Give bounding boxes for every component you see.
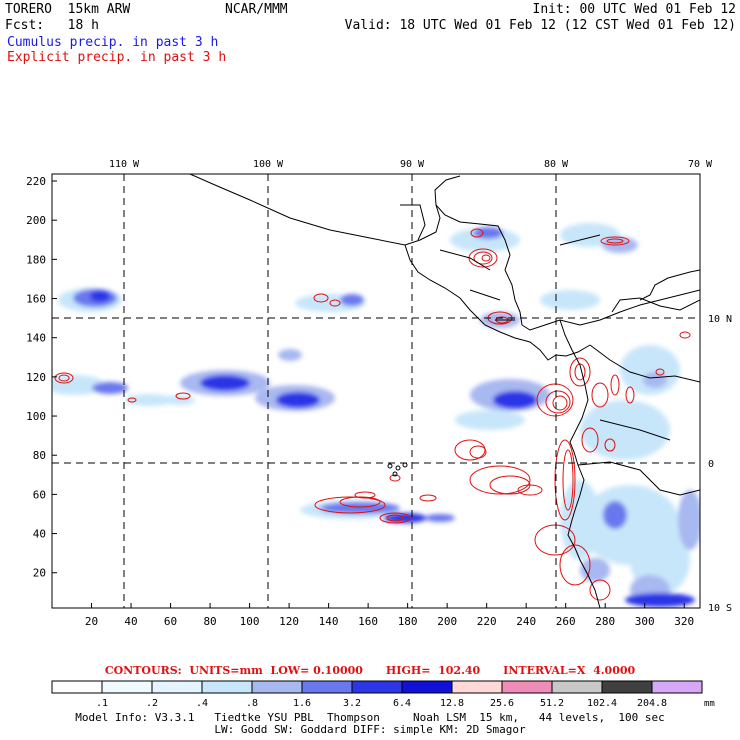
colorbar-swatch — [101, 680, 153, 694]
y-grid-label: 160 — [26, 293, 46, 306]
colorbar-label: 12.8 — [440, 698, 464, 709]
y-grid-label: 180 — [26, 253, 46, 266]
lat-label-0: 0 — [708, 459, 714, 470]
model-info-line1: Model Info: V3.3.1 Tiedtke YSU PBL Thomp… — [75, 711, 665, 724]
map-frame — [51, 173, 701, 609]
x-grid-label: 60 — [164, 615, 177, 628]
colorbar-swatch — [551, 680, 603, 694]
colorbar-label: .1 — [96, 698, 108, 709]
x-grid-label: 200 — [437, 615, 457, 628]
x-grid-label: 140 — [319, 615, 339, 628]
colorbar-label: 3.2 — [343, 698, 361, 709]
y-grid-label: 140 — [26, 332, 46, 345]
colorbar-label: 102.4 — [587, 698, 617, 709]
valid-time: Valid: 18 UTC Wed 01 Feb 12 (12 CST Wed … — [344, 18, 736, 33]
lat-lon-grid — [52, 174, 700, 608]
lon-label-100w: 100 W — [253, 159, 284, 170]
colorbar-swatch — [451, 680, 503, 694]
lat-label-10s: 10 S — [708, 603, 732, 614]
y-grid-label: 20 — [33, 567, 46, 580]
lon-label-70w: 70 W — [688, 159, 713, 170]
colorbar-label: 204.8 — [637, 698, 667, 709]
explicit-field-label: Explicit precip. in past 3 h — [7, 50, 227, 65]
colorbar-swatch — [651, 680, 703, 694]
model-title: TORERO 15km ARW — [5, 2, 131, 17]
y-grid-label: 40 — [33, 528, 46, 541]
y-grid-label: 220 — [26, 175, 46, 188]
cumulus-precip-shading — [52, 223, 700, 607]
colorbar-label: 6.4 — [393, 698, 411, 709]
x-grid-label: 220 — [477, 615, 497, 628]
lon-label-90w: 90 W — [400, 159, 425, 170]
x-grid-label: 320 — [674, 615, 694, 628]
colorbar-unit: mm — [704, 699, 715, 709]
contour-info: CONTOURS: UNITS=mm LOW= 0.10000 HIGH= 10… — [104, 664, 636, 677]
colorbar-swatch — [301, 680, 353, 694]
colorbar-swatch — [251, 680, 303, 694]
colorbar-swatch — [401, 680, 453, 694]
x-grid-label: 100 — [240, 615, 260, 628]
init-time: Init: 00 UTC Wed 01 Feb 12 — [532, 2, 737, 17]
colorbar-label: 51.2 — [540, 698, 564, 709]
colorbar-swatch — [51, 680, 103, 694]
colorbar — [51, 680, 703, 694]
forecast-hour: Fcst: 18 h — [5, 18, 99, 33]
x-grid-label: 180 — [398, 615, 418, 628]
y-grid-label: 80 — [33, 449, 46, 462]
x-grid-label: 260 — [556, 615, 576, 628]
colorbar-label: .4 — [196, 698, 208, 709]
cumulus-field-label: Cumulus precip. in past 3 h — [7, 35, 219, 50]
lon-label-110w: 110 W — [109, 159, 140, 170]
y-grid-label: 100 — [26, 410, 46, 423]
y-grid-label: 120 — [26, 371, 46, 384]
colorbar-label: 25.6 — [490, 698, 514, 709]
x-grid-label: 160 — [358, 615, 378, 628]
y-grid-label: 200 — [26, 214, 46, 227]
x-grid-label: 280 — [595, 615, 615, 628]
colorbar-label: .8 — [246, 698, 258, 709]
x-grid-label: 80 — [203, 615, 216, 628]
y-grid-label: 60 — [33, 488, 46, 501]
colorbar-swatch — [151, 680, 203, 694]
colorbar-swatch — [501, 680, 553, 694]
x-grid-label: 20 — [85, 615, 98, 628]
model-info-line2: LW: Godd SW: Goddard DIFF: simple KM: 2D… — [214, 723, 526, 736]
lat-label-10n: 10 N — [708, 314, 732, 325]
colorbar-swatch — [351, 680, 403, 694]
axis-ticks — [52, 180, 685, 608]
colorbar-swatch — [201, 680, 253, 694]
colorbar-swatch — [601, 680, 653, 694]
x-grid-label: 120 — [279, 615, 299, 628]
x-grid-label: 40 — [124, 615, 137, 628]
colorbar-label: .2 — [146, 698, 158, 709]
lon-label-80w: 80 W — [544, 159, 569, 170]
x-grid-label: 300 — [635, 615, 655, 628]
colorbar-label: 1.6 — [293, 698, 311, 709]
organization-label: NCAR/MMM — [225, 2, 288, 17]
x-grid-label: 240 — [516, 615, 536, 628]
